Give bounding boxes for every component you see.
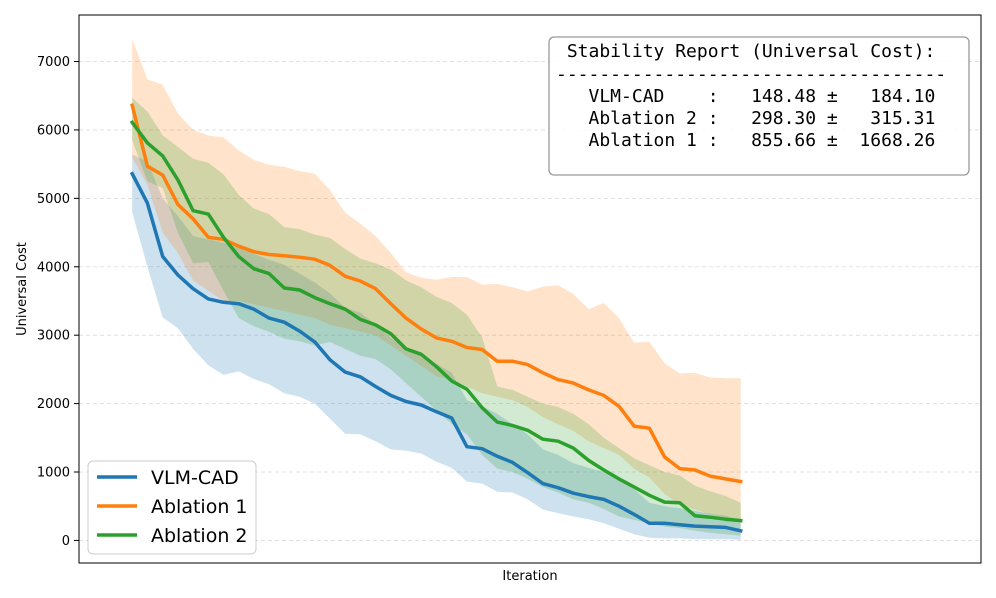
stability-report-line-ablation-1: Ablation 1 : 855.66 ± 1668.26 bbox=[556, 130, 935, 151]
stability-report-title: Stability Report (Universal Cost): bbox=[556, 41, 935, 62]
confidence-band bbox=[132, 38, 741, 524]
y-tick-label: 1000 bbox=[37, 466, 70, 481]
y-tick-label: 0 bbox=[62, 534, 70, 549]
series-line bbox=[130, 103, 743, 484]
series-lines bbox=[129, 103, 743, 533]
y-axis-label: Universal Cost bbox=[15, 242, 30, 336]
series-line bbox=[129, 119, 743, 523]
y-tick-label: 3000 bbox=[37, 329, 70, 344]
stability-report-box: Stability Report (Universal Cost): -----… bbox=[548, 36, 970, 176]
confidence-bands bbox=[132, 38, 741, 540]
y-tick-label: 7000 bbox=[37, 55, 70, 70]
y-tick-label: 6000 bbox=[37, 123, 70, 138]
confidence-band bbox=[132, 154, 741, 540]
y-axis-ticks: 0 1000 2000 3000 4000 5000 6000 7000 bbox=[37, 55, 79, 549]
y-tick-label: 5000 bbox=[37, 192, 70, 207]
legend-label: Ablation 2 bbox=[151, 525, 248, 547]
legend-frame bbox=[87, 460, 257, 555]
legend: VLM-CAD Ablation 1 Ablation 2 bbox=[87, 460, 257, 555]
legend-label: Ablation 1 bbox=[151, 496, 248, 518]
stability-report-separator: ------------------------------------ bbox=[556, 64, 946, 85]
plot-area-frame bbox=[78, 14, 982, 564]
series-line bbox=[129, 171, 743, 533]
stability-report-line-vlm-cad: VLM-CAD : 148.48 ± 184.10 bbox=[556, 86, 935, 107]
confidence-band bbox=[132, 97, 741, 536]
stability-report-line-ablation-2: Ablation 2 : 298.30 ± 315.31 bbox=[556, 108, 935, 129]
x-axis-label: Iteration bbox=[502, 569, 557, 584]
y-tick-label: 2000 bbox=[37, 397, 70, 412]
y-tick-label: 4000 bbox=[37, 260, 70, 275]
stability-report-frame bbox=[548, 36, 970, 176]
legend-label: VLM-CAD bbox=[151, 467, 239, 489]
